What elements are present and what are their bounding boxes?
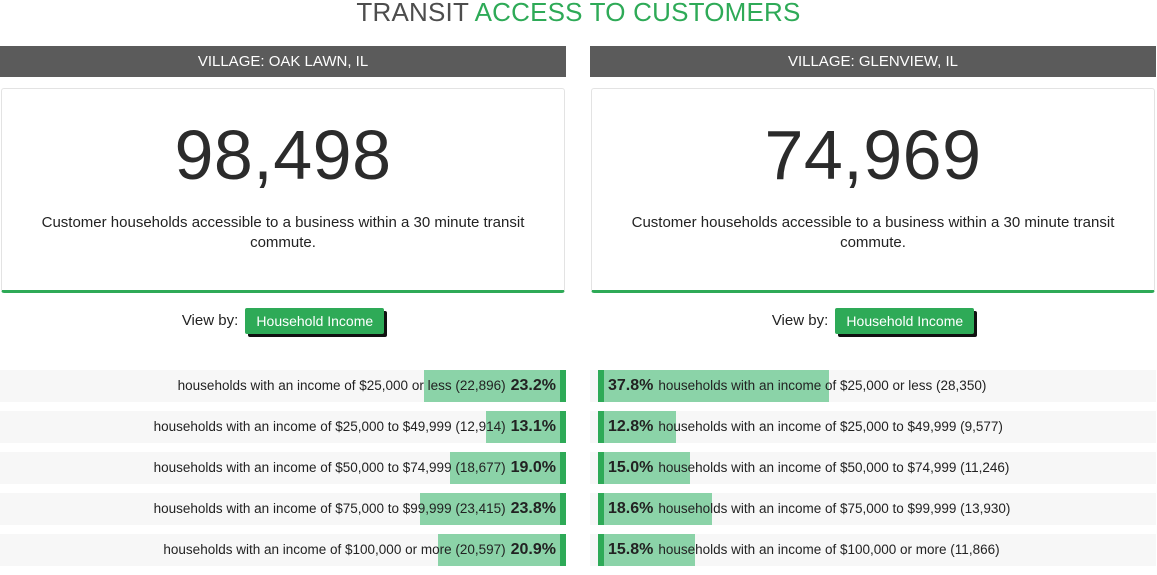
income-breakdown-list: households with an income of $25,000 or … — [0, 370, 566, 575]
income-bar-fill — [450, 452, 566, 484]
title-part-access: ACCESS TO CUSTOMERS — [474, 0, 801, 27]
village-header: VILLAGE: GLENVIEW, IL — [590, 46, 1156, 77]
household-count: 98,498 — [174, 116, 392, 194]
income-bar-fill — [438, 534, 566, 566]
income-row-text: 18.6% households with an income of $75,00… — [608, 493, 1010, 525]
page-title: TRANSIT ACCESS TO CUSTOMERS — [0, 0, 1157, 30]
view-by-control: View by: Household Income — [0, 307, 566, 335]
income-row-text: households with an income of $25,000 or … — [178, 370, 556, 402]
income-bar-fill — [486, 411, 566, 443]
view-by-label: View by: — [771, 312, 829, 330]
title-part-transit: TRANSIT — [356, 0, 469, 27]
income-row-label: households with an income of $50,000 to … — [153, 460, 506, 475]
income-row-label: households with an income of $25,000 or … — [658, 378, 987, 393]
income-row-percent: 23.2% — [510, 377, 556, 394]
income-row: 12.8% households with an income of $25,00… — [590, 411, 1156, 443]
income-bar-accent — [598, 370, 604, 402]
income-row-label: households with an income of $75,000 to … — [153, 501, 506, 516]
income-row-percent: 13.1% — [510, 418, 556, 435]
income-bar-accent — [560, 370, 566, 402]
income-row: 15.8% households with an income of $100,0… — [590, 534, 1156, 566]
income-bar-accent — [598, 452, 604, 484]
view-by-control: View by: Household Income — [590, 307, 1156, 335]
income-row-text: 37.8% households with an income of $25,00… — [608, 370, 986, 402]
income-row: 37.8% households with an income of $25,00… — [590, 370, 1156, 402]
income-row-label: households with an income of $25,000 or … — [177, 378, 506, 393]
income-row: households with an income of $25,000 or … — [0, 370, 566, 402]
income-row: households with an income of $50,000 to … — [0, 452, 566, 484]
income-row-text: 15.8% households with an income of $100,0… — [608, 534, 1000, 566]
income-bar-accent — [598, 411, 604, 443]
summary-description: Customer households accessible to a busi… — [41, 214, 525, 251]
summary-card: 74,969 Customer households accessible to… — [591, 88, 1155, 293]
view-by-label: View by: — [181, 312, 239, 330]
household-income-button[interactable]: Household Income — [245, 308, 385, 335]
income-row-text: households with an income of $25,000 to … — [154, 411, 556, 443]
income-bar-accent — [560, 411, 566, 443]
income-row-text: 12.8% households with an income of $25,00… — [608, 411, 1003, 443]
income-row: 15.0% households with an income of $50,00… — [590, 452, 1156, 484]
income-row-label: households with an income of $25,000 to … — [153, 419, 506, 434]
income-bar-fill — [598, 493, 712, 525]
summary-description: Customer households accessible to a busi… — [631, 214, 1115, 251]
income-row-percent: 23.8% — [510, 500, 556, 517]
household-count: 74,969 — [764, 116, 982, 194]
income-row-label: households with an income of $100,000 or… — [658, 542, 1000, 557]
income-breakdown-list: 37.8% households with an income of $25,00… — [590, 370, 1156, 575]
income-bar-accent — [598, 493, 604, 525]
income-bar-fill — [420, 493, 566, 525]
income-row-text: households with an income of $100,000 or… — [163, 534, 556, 566]
income-row: 18.6% households with an income of $75,00… — [590, 493, 1156, 525]
summary-card: 98,498 Customer households accessible to… — [1, 88, 565, 293]
income-row: households with an income of $25,000 to … — [0, 411, 566, 443]
income-row-percent: 15.0% — [608, 459, 654, 476]
income-row-text: households with an income of $75,000 to … — [154, 493, 556, 525]
income-bar-accent — [560, 493, 566, 525]
income-bar-fill — [598, 452, 690, 484]
income-row-label: households with an income of $25,000 to … — [658, 419, 1003, 434]
income-row-label: households with an income of $75,000 to … — [658, 501, 1011, 516]
income-row-percent: 18.6% — [608, 500, 654, 517]
income-row: households with an income of $75,000 to … — [0, 493, 566, 525]
village-panel-glenview: VILLAGE: GLENVIEW, IL 74,969 Customer ho… — [590, 46, 1156, 566]
income-row-percent: 37.8% — [608, 377, 654, 394]
income-row-label: households with an income of $100,000 or… — [163, 542, 506, 557]
income-bar-accent — [560, 534, 566, 566]
income-bar-fill — [424, 370, 566, 402]
income-row-percent: 15.8% — [608, 541, 654, 558]
income-row-text: households with an income of $50,000 to … — [154, 452, 556, 484]
income-row-label: households with an income of $50,000 to … — [658, 460, 1010, 475]
village-panel-oak-lawn: VILLAGE: OAK LAWN, IL 98,498 Customer ho… — [0, 46, 566, 566]
income-bar-accent — [598, 534, 604, 566]
income-row-text: 15.0% households with an income of $50,00… — [608, 452, 1009, 484]
village-header: VILLAGE: OAK LAWN, IL — [0, 46, 566, 77]
income-bar-fill — [598, 370, 829, 402]
income-bar-fill — [598, 534, 695, 566]
income-row: households with an income of $100,000 or… — [0, 534, 566, 566]
income-row-percent: 19.0% — [510, 459, 556, 476]
income-bar-fill — [598, 411, 676, 443]
household-income-button[interactable]: Household Income — [835, 308, 975, 335]
income-bar-accent — [560, 452, 566, 484]
income-row-percent: 20.9% — [510, 541, 556, 558]
income-row-percent: 12.8% — [608, 418, 654, 435]
